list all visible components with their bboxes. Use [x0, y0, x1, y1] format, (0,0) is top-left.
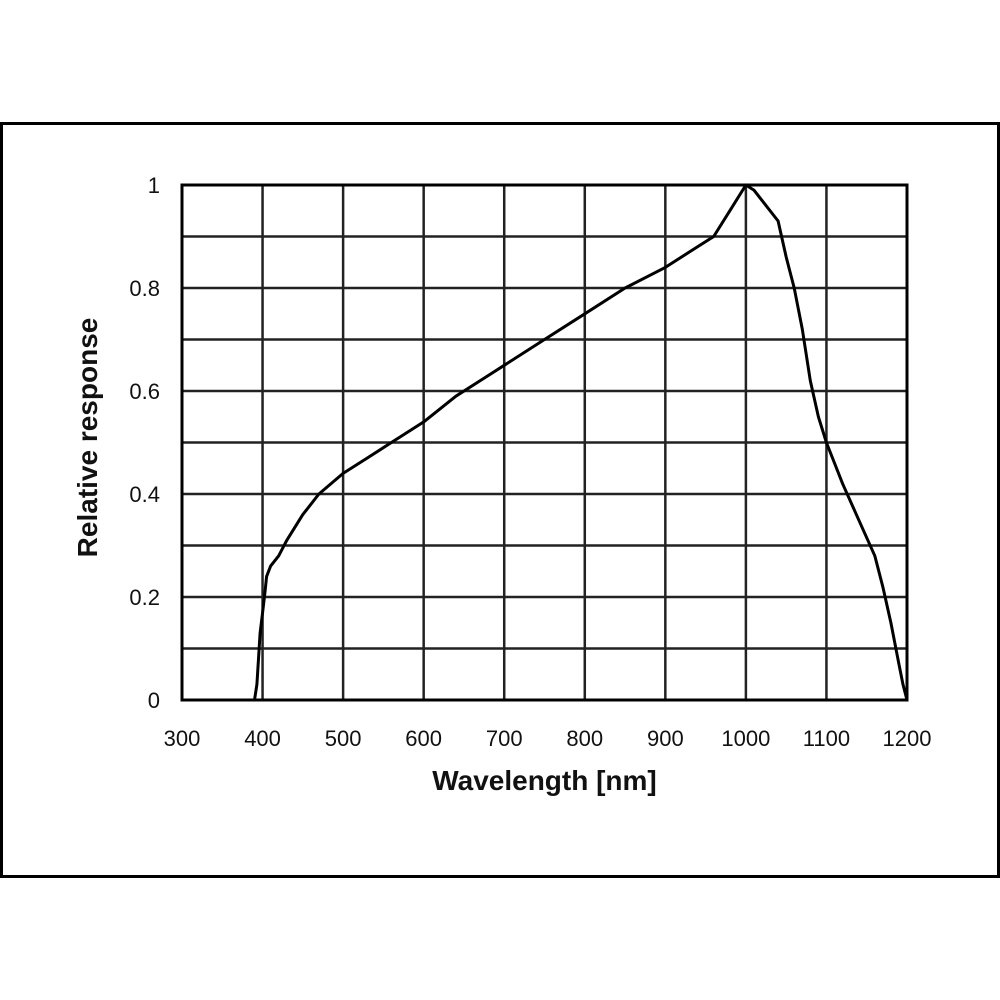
y-tick-label: 1 [148, 173, 160, 198]
x-tick-label: 1200 [883, 726, 932, 751]
chart-frame [0, 122, 1000, 878]
grid [180, 183, 909, 702]
x-axis-label: Wavelength [nm] [432, 765, 657, 796]
x-tick-labels: 300 400 500 600 700 800 900 1000 1100 1200 [164, 726, 932, 751]
series-layer [253, 183, 909, 701]
x-tick-label: 700 [486, 726, 523, 751]
x-tick-label: 900 [647, 726, 684, 751]
y-axis-label: Relative response [72, 318, 103, 558]
plot-border [180, 183, 909, 702]
y-tick-label: 0.4 [129, 482, 160, 507]
y-tick-label: 0.6 [129, 379, 160, 404]
y-tick-label: 0.8 [129, 276, 160, 301]
x-tick-label: 600 [405, 726, 442, 751]
x-tick-label: 800 [566, 726, 603, 751]
y-tick-labels: 0 0.2 0.4 0.6 0.8 1 [129, 173, 160, 713]
y-tick-label: 0 [148, 688, 160, 713]
x-tick-label: 400 [244, 726, 281, 751]
x-tick-label: 500 [325, 726, 362, 751]
x-tick-label: 1100 [803, 726, 850, 751]
x-tick-label: 1000 [721, 726, 770, 751]
x-tick-label: 300 [164, 726, 201, 751]
y-tick-label: 0.2 [129, 585, 160, 610]
series-line-0 [253, 183, 909, 701]
